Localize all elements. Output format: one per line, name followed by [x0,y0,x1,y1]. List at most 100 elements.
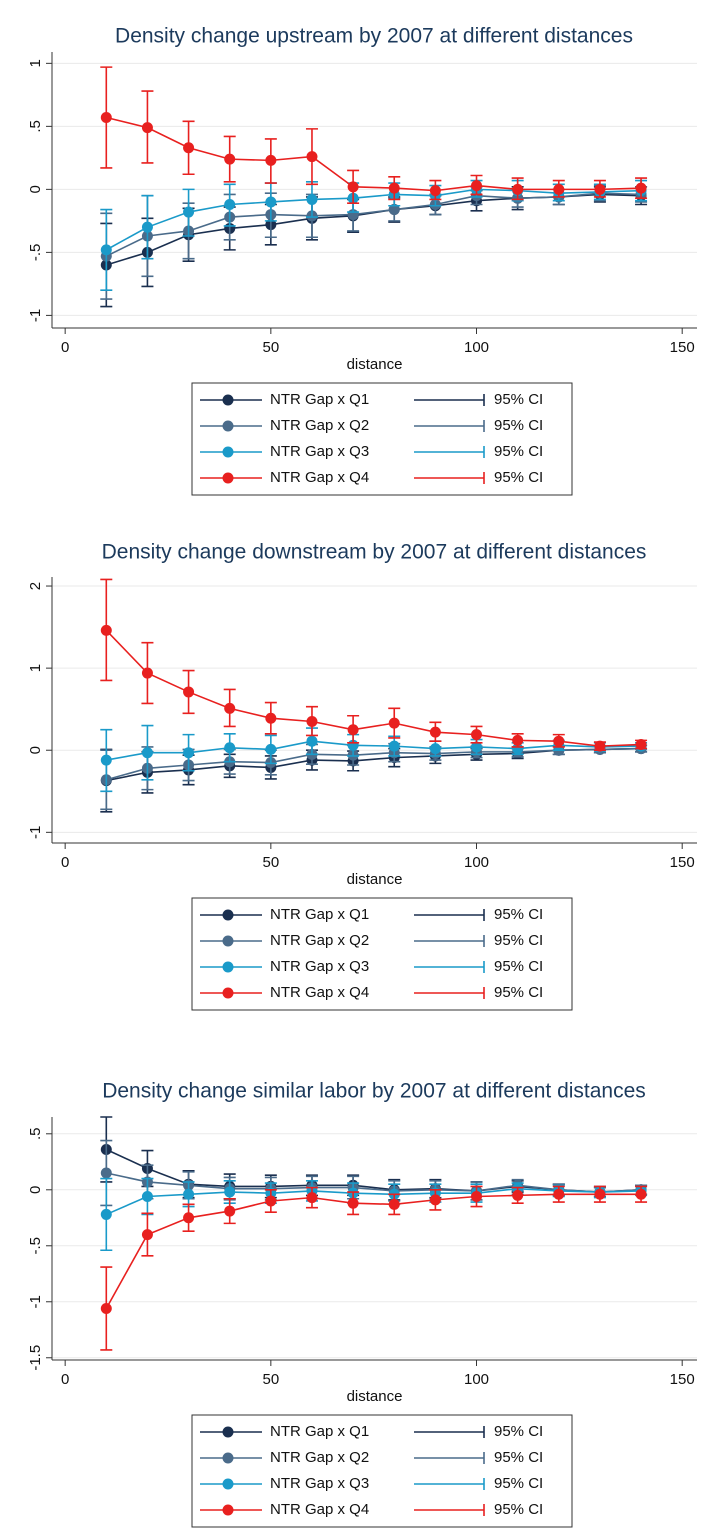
legend-label: NTR Gap x Q2 [270,932,369,949]
chart-title: Density change upstream by 2007 at diffe… [115,25,633,48]
series-line [106,116,642,192]
legend-marker [222,1504,234,1516]
chart-title: Density change downstream by 2007 at dif… [102,541,647,564]
x-tick-label: 150 [670,854,695,871]
point [183,686,195,698]
y-tick-label: 0 [27,746,44,754]
chart-title: Density change similar labor by 2007 at … [102,1080,646,1103]
chart: Density change similar labor by 2007 at … [27,1080,697,1528]
point [141,1191,153,1203]
point [100,112,112,124]
legend-marker [222,1426,234,1438]
y-tick-label: -1 [27,826,44,839]
legend-ci [414,1478,485,1490]
point [429,185,441,197]
point [388,182,400,194]
point [594,1188,606,1200]
legend-ci-label: 95% CI [494,469,543,486]
legend-label: NTR Gap x Q4 [270,469,369,486]
legend-label: NTR Gap x Q1 [270,1423,369,1440]
point [347,724,359,736]
point [100,754,112,766]
series-line [105,192,642,257]
x-axis-title: distance [347,356,403,373]
point [100,244,112,256]
legend-label: NTR Gap x Q2 [270,417,369,434]
point [224,198,236,210]
legend-ci-label: 95% CI [494,958,543,975]
point [265,154,277,166]
legend-ci-label: 95% CI [494,417,543,434]
x-tick-label: 0 [61,339,69,356]
point [141,667,153,679]
legend-ci [414,1504,485,1516]
legend-ci-label: 95% CI [494,1501,543,1518]
point [635,738,647,750]
legend-marker [222,909,234,921]
point [553,735,565,747]
point [553,183,565,195]
legend-label: NTR Gap x Q3 [270,1475,369,1492]
point [224,702,236,714]
point [512,734,524,746]
point [224,1186,236,1198]
point [265,712,277,724]
point [388,740,400,752]
legend-box [191,382,573,496]
y-tick-label: .5 [27,1128,44,1141]
point [183,142,195,154]
legend-ci-label: 95% CI [494,1423,543,1440]
point [265,1195,277,1207]
legend-ci-label: 95% CI [494,906,543,923]
legend-ci [414,472,485,484]
point [594,183,606,195]
point [306,1192,318,1204]
legend-marker [222,1478,234,1490]
chart: Density change downstream by 2007 at dif… [27,541,697,1011]
point [141,1229,153,1241]
y-tick-label: 1 [27,59,44,67]
point [388,1198,400,1210]
point [141,221,153,233]
x-tick-label: 0 [61,854,69,871]
legend-ci-label: 95% CI [494,984,543,1001]
y-tick-label: 2 [27,582,44,590]
point [306,735,318,747]
point [553,1188,565,1200]
x-tick-label: 100 [464,1371,489,1388]
x-tick-label: 100 [464,339,489,356]
legend-ci-label: 95% CI [494,1475,543,1492]
legend-ci [414,394,485,406]
point [471,1191,483,1203]
legend-marker [222,935,234,947]
point [183,1212,195,1224]
x-tick-label: 100 [464,854,489,871]
legend-box [191,1414,573,1528]
legend-ci-label: 95% CI [494,443,543,460]
legend-ci-label: 95% CI [494,932,543,949]
y-tick-label: -1 [27,309,44,322]
x-tick-label: 50 [262,339,279,356]
legend-ci-label: 95% CI [494,391,543,408]
legend-marker [222,472,234,484]
legend-ci [414,961,485,973]
point [429,726,441,738]
x-tick-label: 0 [61,1371,69,1388]
point [183,747,195,759]
legend-ci [414,1426,485,1438]
y-tick-label: 1 [27,664,44,672]
point [265,743,277,755]
point [306,715,318,727]
series-line [105,1193,642,1309]
legend-ci [414,987,485,999]
series-line [105,1187,642,1216]
y-tick-label: .5 [27,120,44,133]
x-tick-label: 150 [670,1371,695,1388]
point [100,1167,112,1179]
point [100,1208,112,1220]
legend-label: NTR Gap x Q1 [270,391,369,408]
legend-marker [222,394,234,406]
point [471,729,483,741]
